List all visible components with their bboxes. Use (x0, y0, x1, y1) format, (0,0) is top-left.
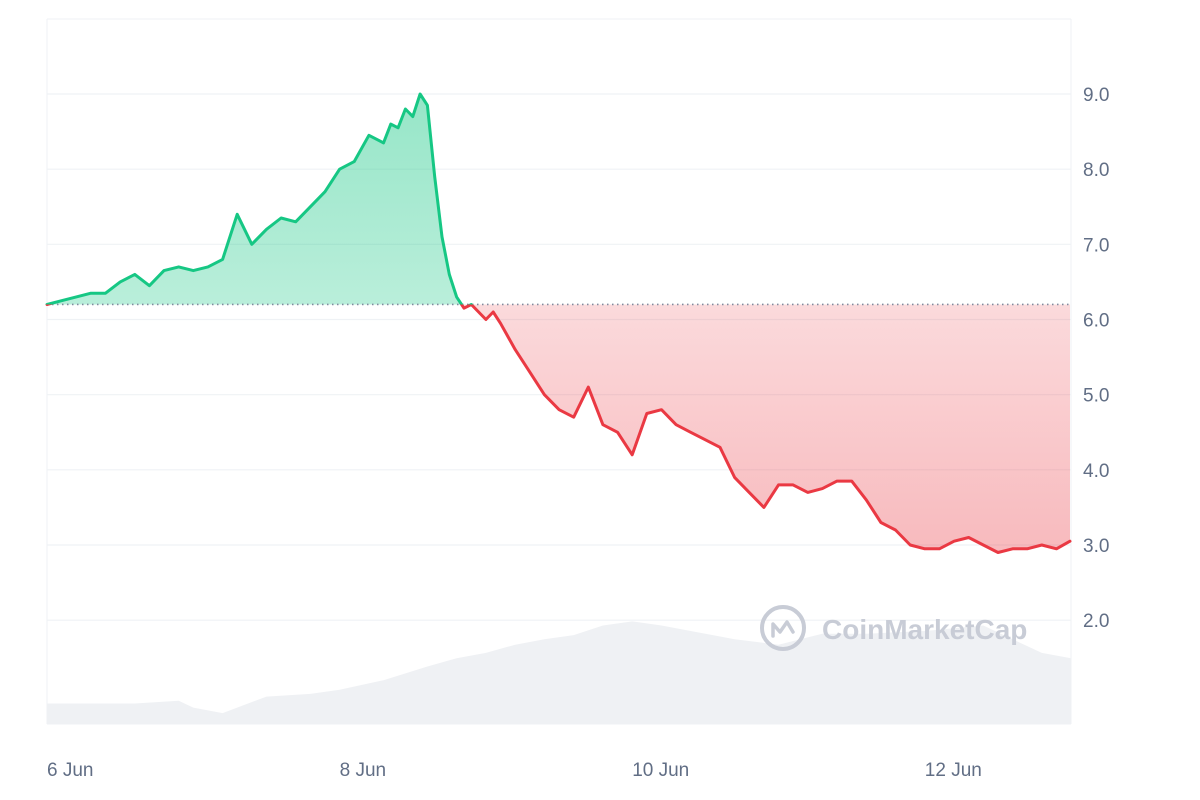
watermark-text: CoinMarketCap (822, 614, 1027, 645)
x-tick-label: 8 Jun (340, 760, 386, 781)
coinmarketcap-logo-icon (760, 605, 806, 651)
x-tick-label: 10 Jun (632, 760, 689, 781)
price-area-up (47, 94, 462, 305)
price-lines (45, 92, 1072, 554)
y-tick-label: 8.0 (1083, 160, 1109, 181)
price-line-down (45, 304, 1072, 554)
axes: 2.0 3.0 4.0 5.0 6.0 7.0 8.0 9.0 6 Jun 8 Jun 10 Jun… (47, 85, 1109, 781)
price-area-fills (47, 94, 1070, 553)
y-tick-label: 4.0 (1083, 461, 1109, 482)
x-tick-label: 12 Jun (925, 760, 982, 781)
watermark: CoinMarketCap (760, 605, 1027, 651)
volume-area-path (47, 621, 1071, 724)
y-tick-label: 2.0 (1083, 611, 1109, 632)
price-area-down (47, 304, 1070, 553)
x-tick-label: 6 Jun (47, 760, 93, 781)
y-tick-label: 7.0 (1083, 235, 1109, 256)
y-tick-label: 9.0 (1083, 85, 1109, 106)
volume-area (47, 621, 1071, 724)
y-tick-label: 3.0 (1083, 536, 1109, 557)
price-line-up (45, 92, 474, 305)
y-tick-label: 5.0 (1083, 386, 1109, 407)
y-tick-label: 6.0 (1083, 311, 1109, 332)
